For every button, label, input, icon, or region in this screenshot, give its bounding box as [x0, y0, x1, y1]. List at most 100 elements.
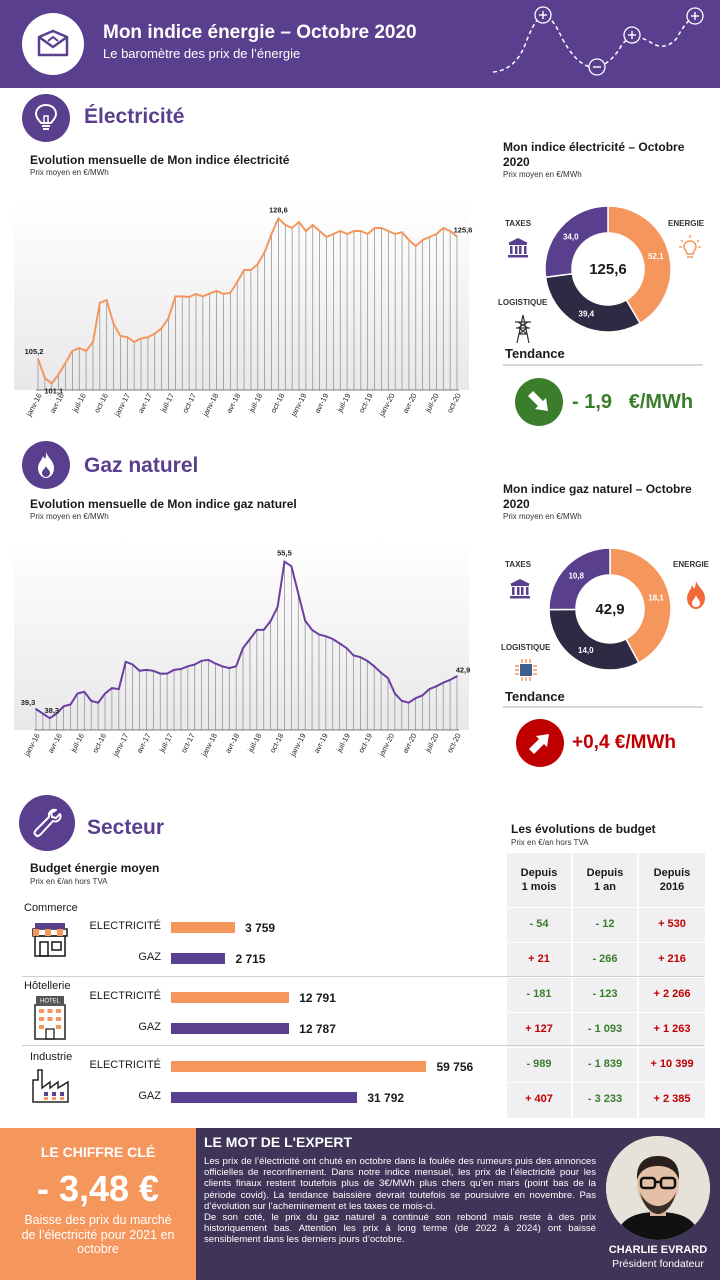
table-cell: + 127	[525, 1023, 553, 1035]
data-label: 125,6	[454, 225, 473, 234]
x-tick-label: oct-16	[92, 392, 110, 415]
gas-donut-title: Mon indice gaz naturel – Octobre 2020	[503, 482, 692, 511]
data-point	[112, 323, 115, 325]
data-point	[366, 659, 369, 662]
expert-role: Président fondateur	[612, 1258, 704, 1270]
x-tick-label: janv-20	[377, 392, 397, 419]
flame-icon	[38, 452, 54, 478]
data-point	[359, 656, 362, 659]
data-point	[304, 230, 307, 232]
x-tick-label: avr-18	[223, 732, 241, 755]
data-point	[222, 293, 225, 295]
evol-column-bg-2	[573, 853, 637, 1118]
budget-bar-value: 3 759	[245, 921, 276, 935]
category-hotellerie: Hôtellerie	[24, 980, 71, 992]
data-point	[449, 230, 452, 232]
budget-bar-value: 12 787	[299, 1022, 336, 1036]
lamp-icon	[679, 235, 701, 258]
data-point	[311, 224, 314, 226]
data-point	[126, 336, 129, 339]
arrow-down-right-icon	[528, 391, 548, 411]
evol-column-bg-3	[639, 853, 705, 1118]
data-label: 101,1	[44, 386, 63, 395]
data-point	[181, 295, 184, 298]
gas-chart-title: Evolution mensuelle de Mon indice gaz na…	[30, 497, 297, 511]
data-point	[48, 717, 51, 720]
x-tick-label: oct-18	[269, 392, 287, 415]
evol-unit: Prix en €/an hors TVA	[511, 838, 589, 847]
data-label: 38,3	[44, 706, 59, 715]
data-point	[152, 669, 155, 672]
data-point	[304, 619, 307, 622]
data-point	[373, 665, 376, 668]
gas-donut-unit: Prix moyen en €/MWh	[503, 512, 582, 521]
factory-icon	[32, 1069, 69, 1103]
table-cell: + 407	[525, 1093, 553, 1105]
expert-name: CHARLIE EVRARD	[608, 1244, 708, 1256]
bar-series-label: GAZ	[138, 951, 161, 963]
data-point	[408, 239, 410, 241]
key-figure-value: - 3,48 €	[36, 1168, 160, 1209]
table-row-divider	[507, 907, 705, 908]
data-label: 39,3	[21, 698, 36, 707]
table-cell: + 2 266	[653, 988, 691, 1000]
table-cell: + 10 399	[650, 1058, 694, 1070]
evol-header-month: Depuis 1 mois	[520, 867, 558, 893]
table-cell: - 989	[526, 1058, 552, 1070]
page-title: Mon indice énergie – Octobre 2020	[103, 22, 417, 43]
x-tick-label: juil-16	[68, 732, 86, 755]
data-point	[331, 638, 334, 640]
x-tick-label: janv-19	[288, 392, 308, 419]
data-point	[291, 227, 294, 229]
data-point	[133, 341, 136, 343]
x-tick-label: avr-20	[401, 392, 419, 415]
data-point	[380, 671, 382, 674]
x-tick-label: avr-17	[136, 392, 154, 415]
data-point	[69, 703, 72, 706]
data-point	[243, 269, 245, 271]
data-point	[318, 633, 320, 636]
data-point	[200, 659, 203, 662]
data-point	[284, 224, 287, 226]
electricity-chart-title: Evolution mensuelle de Mon indice électr…	[30, 153, 290, 167]
data-point	[277, 217, 280, 220]
data-point	[90, 699, 93, 702]
data-point	[140, 337, 142, 340]
data-point	[180, 668, 182, 670]
electricity-taxes-label: TAXES	[505, 219, 532, 228]
chart-background	[14, 540, 469, 730]
data-point	[255, 629, 258, 631]
budget-bar-value: 59 756	[436, 1060, 474, 1074]
data-point	[235, 665, 238, 668]
table-cell: - 54	[529, 918, 549, 930]
data-point	[78, 347, 81, 349]
x-tick-label: oct-17	[180, 392, 198, 415]
data-point	[421, 239, 424, 241]
data-point	[173, 669, 175, 671]
data-point	[214, 662, 217, 665]
x-tick-label: oct-19	[357, 392, 375, 415]
data-point	[117, 688, 120, 690]
data-point	[242, 647, 244, 649]
data-point	[62, 705, 65, 708]
data-point	[435, 685, 438, 688]
data-point	[201, 295, 204, 298]
data-point	[166, 672, 169, 675]
data-point	[208, 292, 211, 295]
gas-chart-unit: Prix moyen en €/MWh	[30, 512, 109, 521]
data-point	[380, 227, 383, 229]
electricity-donut-chart: 52,1 39,4 34,0	[544, 205, 672, 333]
data-point	[85, 350, 87, 352]
data-point	[207, 659, 210, 661]
data-point	[55, 712, 58, 715]
budget-unit: Prix en €/an hors TVA	[30, 877, 108, 886]
table-cell: - 123	[592, 988, 618, 1000]
data-point	[193, 663, 196, 666]
x-tick-label: avr-16	[46, 732, 64, 755]
data-point	[215, 290, 218, 292]
avatar-portrait-icon	[606, 1136, 710, 1240]
building-columns-icon	[510, 579, 530, 599]
data-point	[421, 694, 424, 697]
data-point	[153, 332, 156, 335]
evol-column-bg-1	[507, 853, 571, 1118]
